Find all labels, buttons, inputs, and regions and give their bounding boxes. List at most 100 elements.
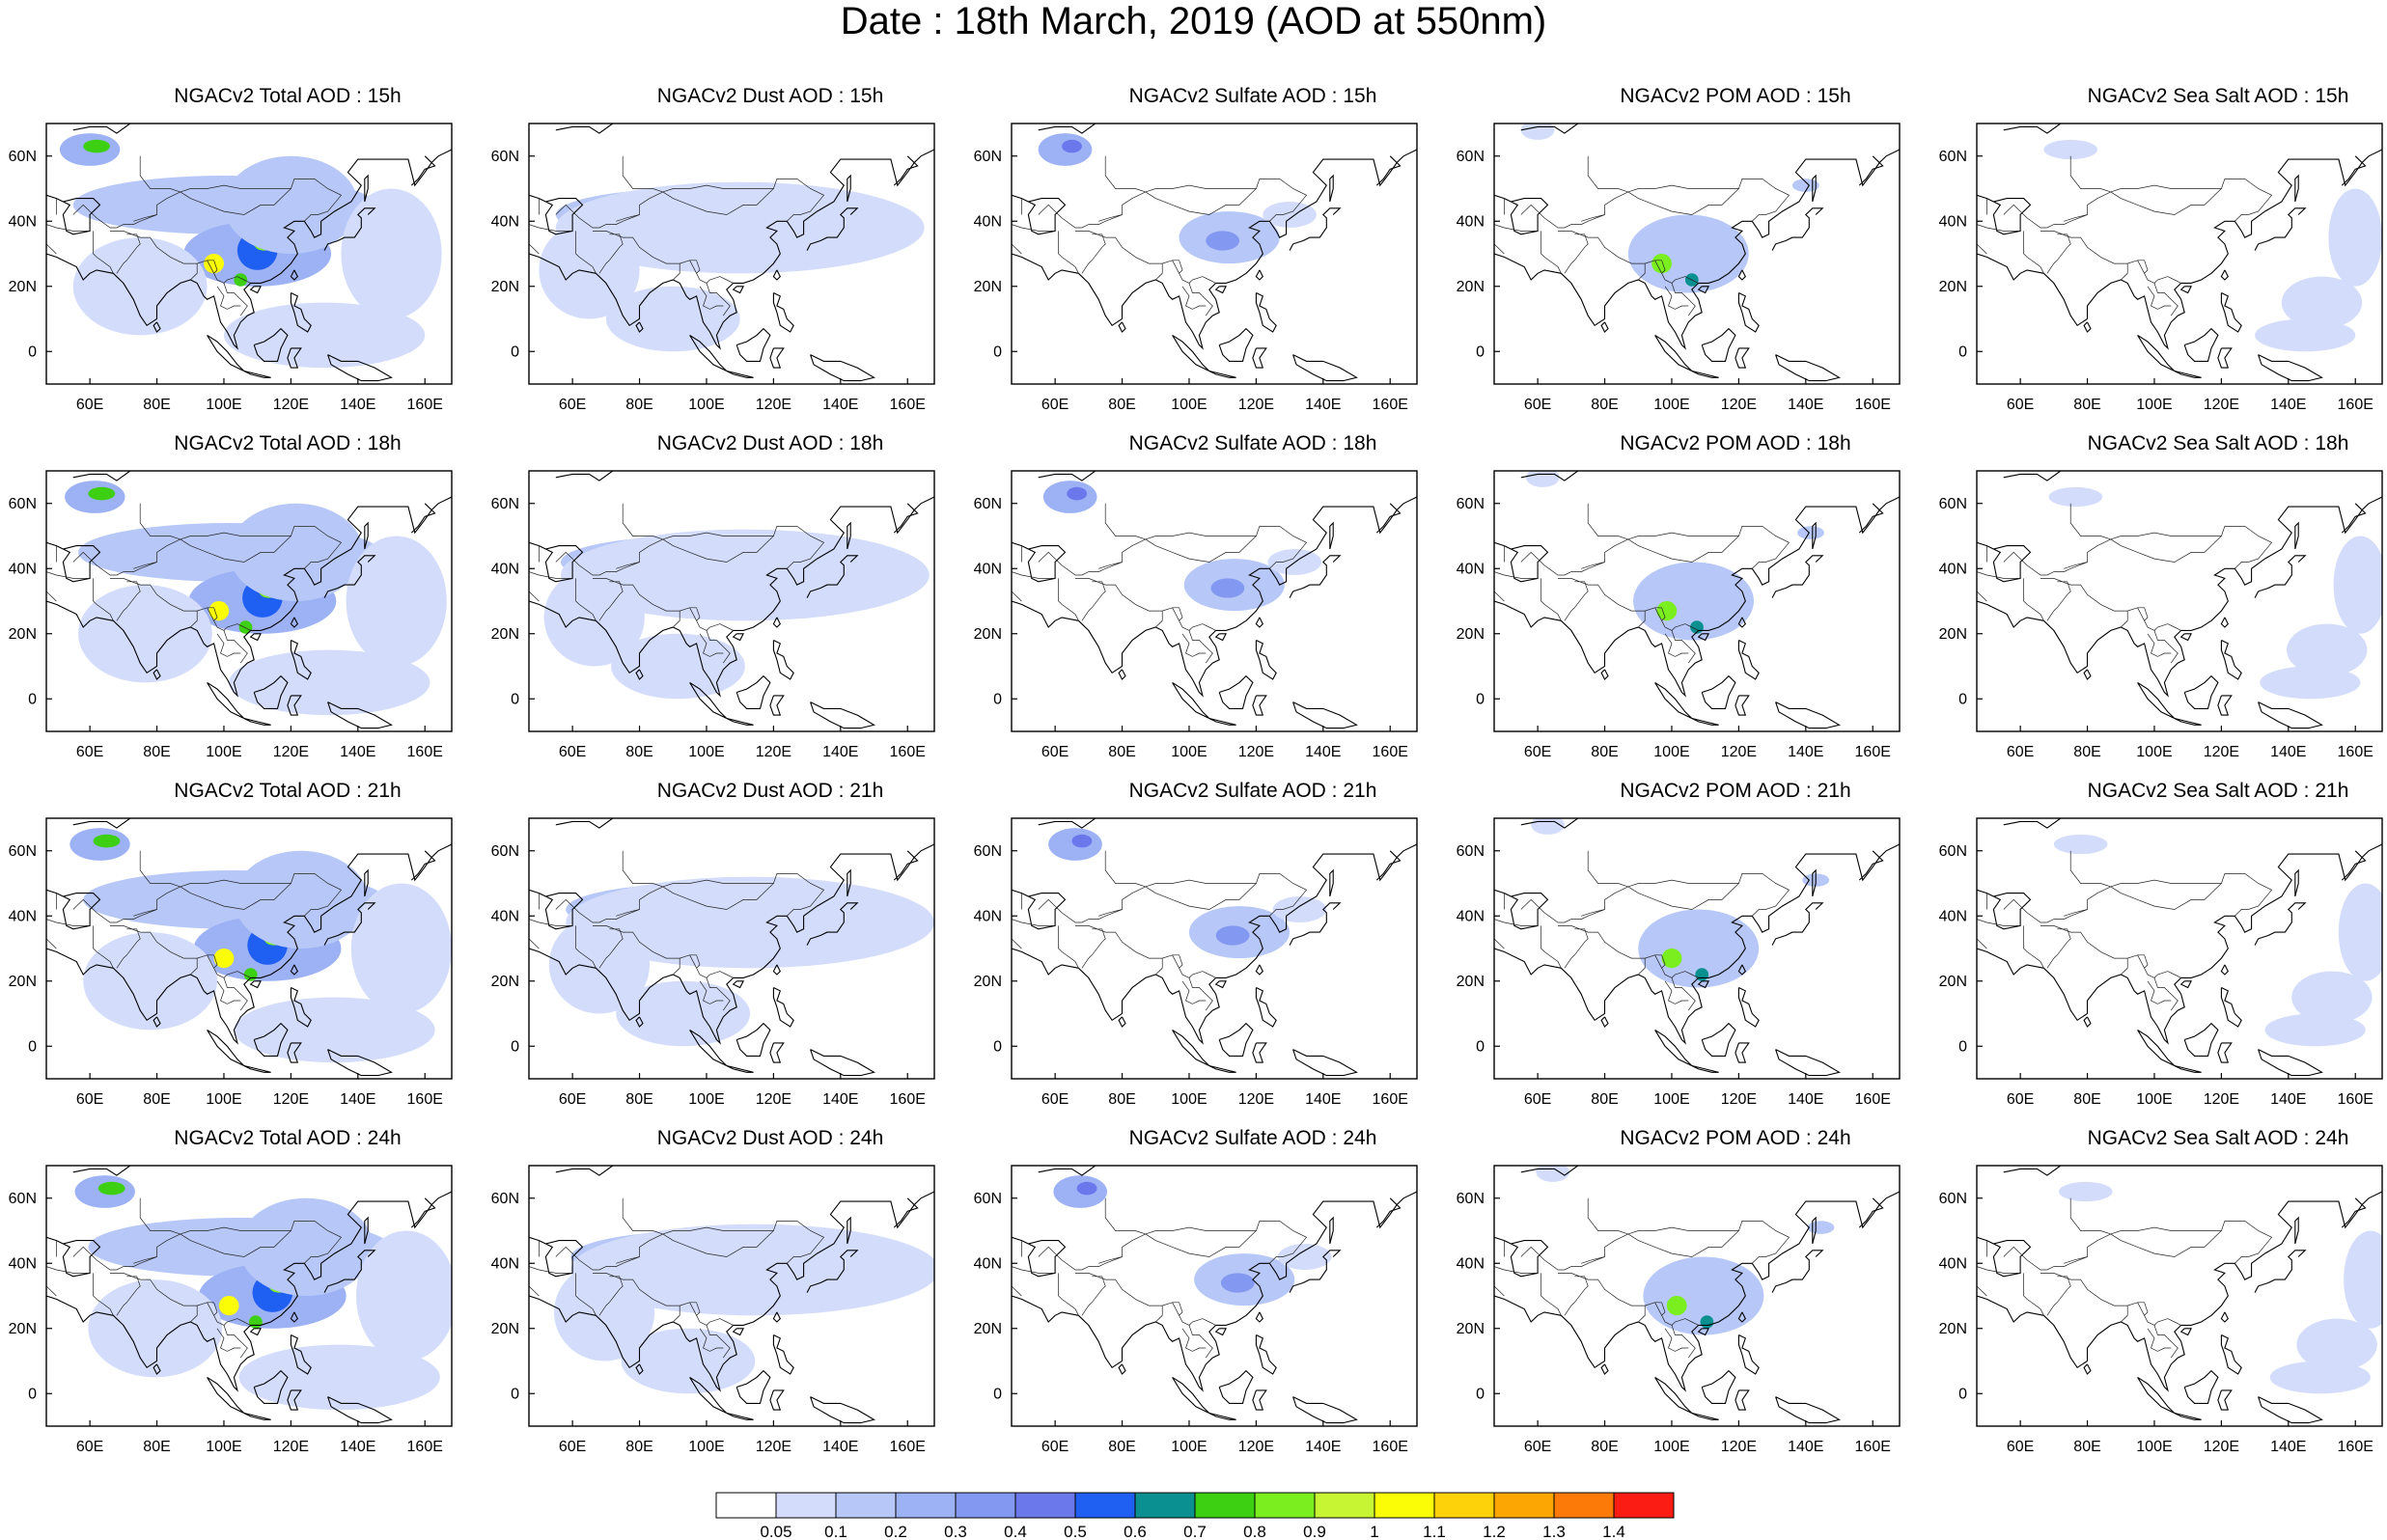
coastline bbox=[1255, 617, 1263, 628]
coastline bbox=[1012, 1191, 1417, 1392]
coastline bbox=[153, 1363, 161, 1375]
coastline bbox=[529, 843, 934, 1045]
x-tick-label: 140E bbox=[822, 397, 858, 413]
map-plot: 60E 80E 100E 120E 140E 160E 60N 40N 20N 0 bbox=[491, 1165, 935, 1455]
map-field bbox=[46, 471, 452, 729]
map-field bbox=[1977, 471, 2382, 729]
coastline bbox=[1012, 1236, 1067, 1278]
y-tick-label: 60N bbox=[9, 496, 37, 512]
country-border bbox=[1661, 1302, 1666, 1316]
coastline bbox=[1737, 617, 1746, 628]
x-tick-label: 100E bbox=[1171, 1091, 1207, 1108]
country-border bbox=[706, 977, 731, 1011]
country-border bbox=[1638, 1306, 1646, 1323]
x-tick-label: 120E bbox=[2204, 744, 2239, 760]
coastline bbox=[1735, 347, 1750, 369]
colorbar-label: 1.4 bbox=[1602, 1523, 1625, 1539]
map-panel-sea-salt-15h: NGACv2 Sea Salt AOD : 15h 60E 80E 100E 120E 1… bbox=[1939, 85, 2387, 432]
country-border bbox=[1081, 909, 1123, 923]
country-border bbox=[1081, 562, 1123, 576]
country-border bbox=[1738, 873, 1790, 917]
panel-title: NGACv2 Dust AOD : 18h bbox=[656, 432, 884, 454]
aod-region bbox=[2269, 1361, 2371, 1394]
coastline bbox=[1012, 149, 1417, 350]
country-border bbox=[2153, 630, 2179, 664]
country-border bbox=[223, 1325, 248, 1359]
x-tick-label: 80E bbox=[143, 744, 170, 760]
coastline bbox=[207, 1376, 245, 1414]
x-tick-label: 80E bbox=[2073, 1091, 2100, 1108]
coastline bbox=[364, 521, 369, 550]
coastline bbox=[327, 1049, 393, 1077]
coastline bbox=[1289, 555, 1342, 598]
map-field bbox=[1494, 1166, 1900, 1424]
country-border bbox=[216, 1328, 241, 1352]
country-border bbox=[1075, 1273, 1180, 1306]
x-tick-label: 100E bbox=[206, 744, 241, 760]
x-tick-label: 100E bbox=[1653, 1091, 1689, 1108]
x-tick-label: 60E bbox=[1041, 397, 1069, 413]
country-border bbox=[2144, 954, 2149, 969]
country-border bbox=[46, 1285, 57, 1297]
coastline bbox=[1977, 541, 2032, 583]
coastline bbox=[2220, 269, 2229, 281]
map-panel-sulfate-15h: NGACv2 Sulfate AOD : 15h 60E 80E 100E 120E 14… bbox=[974, 85, 1494, 432]
country-border bbox=[72, 898, 117, 923]
coastline bbox=[732, 980, 744, 989]
country-border bbox=[529, 243, 540, 255]
y-tick-label: 0 bbox=[993, 691, 1002, 707]
x-tick-label: 160E bbox=[1855, 1439, 1891, 1455]
coastline bbox=[2174, 1064, 2202, 1073]
country-border bbox=[598, 214, 640, 229]
colorbar-label: 0.2 bbox=[884, 1523, 907, 1539]
map-field bbox=[1977, 124, 2382, 382]
country-border bbox=[46, 591, 57, 602]
coastline bbox=[2254, 1250, 2307, 1293]
coastline bbox=[1255, 1311, 1263, 1323]
coastline bbox=[1977, 1236, 2032, 1278]
plot-frame bbox=[528, 470, 935, 732]
x-tick-label: 140E bbox=[1305, 1091, 1341, 1108]
map-field bbox=[1012, 1166, 1417, 1424]
map-field bbox=[529, 818, 934, 1077]
colorbar-label: 0.9 bbox=[1303, 1523, 1326, 1539]
coastline bbox=[1208, 370, 1236, 378]
coastline bbox=[327, 1396, 393, 1424]
country-border bbox=[706, 630, 731, 664]
coastline bbox=[2003, 124, 2154, 134]
country-border bbox=[190, 958, 198, 976]
coastline bbox=[287, 695, 302, 716]
coastline bbox=[1654, 681, 1693, 719]
x-tick-label: 80E bbox=[1591, 744, 1618, 760]
coastline bbox=[1292, 701, 1358, 729]
y-tick-label: 20N bbox=[491, 1321, 519, 1337]
aod-region bbox=[548, 916, 650, 1014]
country-border bbox=[706, 1325, 731, 1359]
aod-region bbox=[218, 1296, 239, 1316]
coastline bbox=[1812, 1216, 1817, 1245]
country-border bbox=[1661, 260, 1666, 274]
y-tick-label: 60N bbox=[491, 1191, 519, 1207]
coastline bbox=[2137, 1029, 2176, 1066]
aod-region bbox=[238, 1344, 440, 1411]
coastline bbox=[1289, 1250, 1342, 1293]
x-tick-label: 100E bbox=[1171, 397, 1207, 413]
country-border bbox=[1494, 919, 1539, 926]
country-border bbox=[1145, 184, 1258, 215]
country-border bbox=[622, 1197, 663, 1235]
country-border bbox=[1540, 925, 1562, 969]
country-border bbox=[291, 1221, 343, 1264]
country-border bbox=[1581, 538, 1628, 569]
country-border bbox=[2003, 1246, 2047, 1271]
country-border bbox=[1098, 538, 1146, 569]
y-tick-label: 60N bbox=[974, 496, 1002, 512]
y-tick-label: 0 bbox=[28, 1038, 37, 1055]
y-tick-label: 40N bbox=[1939, 908, 1967, 924]
country-border bbox=[696, 954, 701, 969]
x-tick-label: 140E bbox=[340, 744, 375, 760]
country-border bbox=[180, 1226, 292, 1257]
coastline bbox=[1858, 503, 1884, 534]
coastline bbox=[410, 1197, 436, 1228]
country-border bbox=[1977, 1266, 2021, 1274]
aod-region bbox=[570, 1224, 934, 1316]
